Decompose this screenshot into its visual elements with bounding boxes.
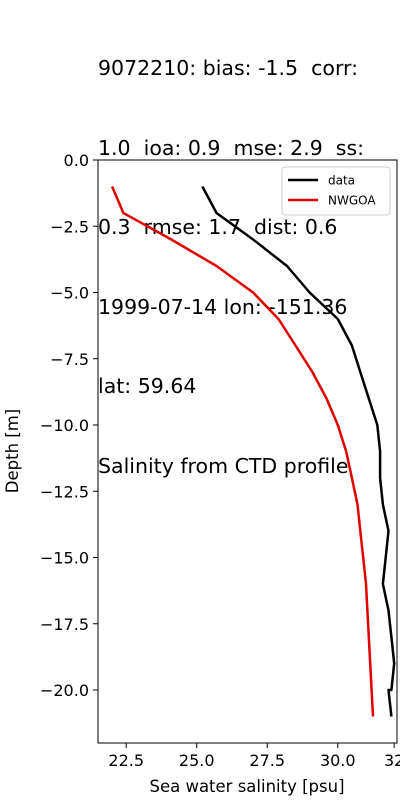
title-line-6: Salinity from CTD profile <box>98 453 349 478</box>
title-line-1: 9072210: bias: -1.5 corr: <box>98 56 358 80</box>
series-line-data <box>201 185 396 717</box>
title-line-2: 1.0 ioa: 0.9 mse: 2.9 ss: <box>98 135 365 160</box>
chart-title: 9072210: bias: -1.5 corr: 1.0 ioa: 0.9 m… <box>98 2 398 506</box>
legend-label-data: data <box>328 174 355 188</box>
legend: data NWGOA <box>281 166 391 216</box>
x-tick-label: 22.5 <box>108 751 144 770</box>
legend-label-nwgoa: NWGOA <box>328 194 376 208</box>
y-tick-label: −12.5 <box>40 482 89 501</box>
x-tick-label: 25.0 <box>179 751 215 770</box>
y-tick-label: −10.0 <box>40 416 89 435</box>
series-layer <box>110 185 396 717</box>
x-tick-label: 32 <box>384 751 400 770</box>
title-line-4: 1999-07-14 lon: -151.36 <box>98 294 348 319</box>
y-tick-label: −2.5 <box>50 217 89 236</box>
title-line-3: 0.3 rmse: 1.7 dist: 0.6 <box>98 215 338 239</box>
plot-frame <box>97 159 398 744</box>
x-tick-label: 27.5 <box>249 751 285 770</box>
y-tick-label: −17.5 <box>40 615 89 634</box>
y-tick-label: −15.0 <box>40 549 89 568</box>
x-tick-label: 30.0 <box>320 751 356 770</box>
title-line-5: lat: 59.64 <box>98 374 197 398</box>
series-line-nwgoa <box>110 186 375 717</box>
y-tick-label: −7.5 <box>50 350 89 369</box>
y-tick-label: −20.0 <box>40 681 89 700</box>
y-axis: 0.0 −2.5 −5.0 −7.5 −10.0 −12.5 −15.0 −17.5 −20.0 <box>40 151 98 700</box>
y-tick-label: 0.0 <box>64 151 89 170</box>
x-axis: 22.5 25.0 27.5 30.0 32 <box>108 743 400 770</box>
y-axis-label: Depth [m] <box>3 409 22 493</box>
x-axis-label: Sea water salinity [psu] <box>149 777 344 796</box>
y-tick-label: −5.0 <box>50 284 89 303</box>
